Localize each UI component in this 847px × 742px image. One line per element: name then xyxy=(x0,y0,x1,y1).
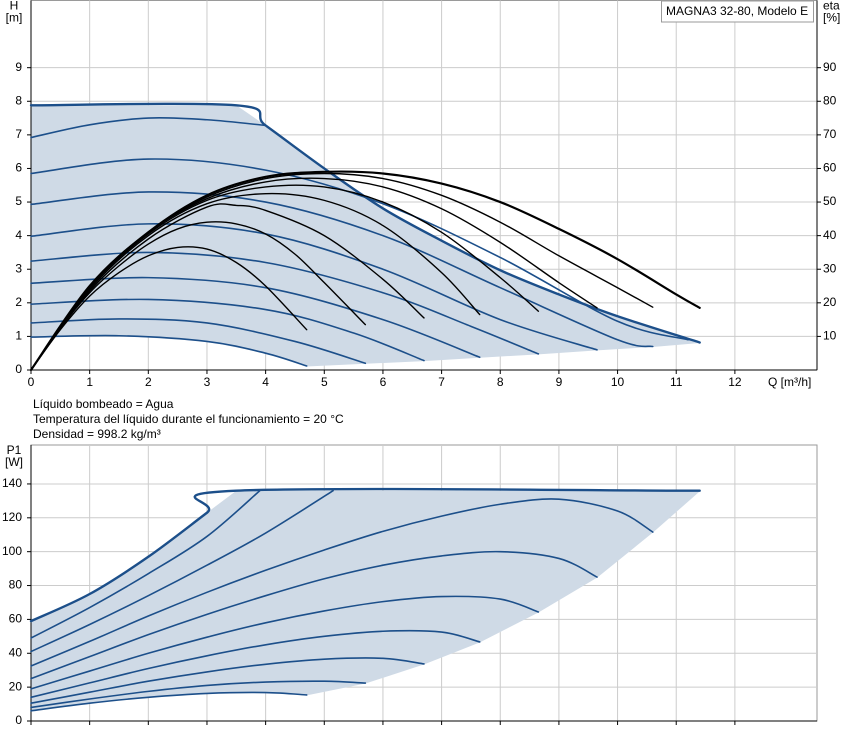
y-tick-label: 120 xyxy=(2,510,22,524)
performance-curve xyxy=(30,489,334,653)
y-tick-label: 3 xyxy=(15,261,22,275)
y2-tick-label: 80 xyxy=(823,93,837,107)
y-tick-label: 140 xyxy=(2,476,22,490)
y-tick-label: 80 xyxy=(9,578,23,592)
performance-curve xyxy=(30,334,308,367)
y2-tick-label: 40 xyxy=(823,228,837,242)
performance-curve xyxy=(30,550,598,680)
y-tick-label: 0 xyxy=(15,362,22,376)
efficiency-curve xyxy=(30,184,540,371)
performance-curve xyxy=(30,298,425,362)
y2-axis-unit: [%] xyxy=(823,11,840,25)
efficiency-curve xyxy=(29,170,701,372)
x-tick-label: 9 xyxy=(556,375,563,389)
x-tick-label: 2 xyxy=(145,375,152,389)
y-tick-label: 4 xyxy=(15,228,22,242)
x-tick-label: 10 xyxy=(611,375,625,389)
area-boundary xyxy=(306,490,701,696)
y-tick-label: 7 xyxy=(15,127,22,141)
performance-curve xyxy=(30,595,540,690)
x-tick-label: 8 xyxy=(497,375,504,389)
y-tick-label: 100 xyxy=(2,544,22,558)
y2-tick-label: 30 xyxy=(823,261,837,275)
x-axis-label: Q [m³/h] xyxy=(768,375,811,389)
y2-tick-label: 90 xyxy=(823,60,837,74)
y2-axis-label: eta xyxy=(823,0,840,13)
chart: 0 20 40 60 80 100 120 140 P1[W] xyxy=(2,443,818,727)
operating-area xyxy=(31,490,700,711)
performance-curve xyxy=(30,318,367,365)
performance-curve xyxy=(30,691,308,712)
x-tick-label: 5 xyxy=(321,375,328,389)
efficiency-curve xyxy=(30,221,367,371)
y2-tick-label: 70 xyxy=(823,127,837,141)
note: Temperatura del líquido durante el funci… xyxy=(33,412,344,426)
performance-curve xyxy=(30,158,689,341)
annotation-box xyxy=(661,0,814,23)
performance-curve xyxy=(30,117,267,139)
performance-curve xyxy=(29,487,701,623)
performance-curve xyxy=(30,657,425,705)
y-tick-label: 1 xyxy=(15,329,22,343)
y-tick-label: 8 xyxy=(15,93,22,107)
y-tick-label: 40 xyxy=(9,645,23,659)
annotation: MAGNA3 32-80, Modelo E xyxy=(666,4,808,18)
efficiency-curve xyxy=(30,246,308,371)
efficiency-curve xyxy=(30,203,425,371)
performance-curve xyxy=(30,629,481,699)
chart: 0 1 2 3 4 5 6 7 8 9 10 11 12012345678910203040506070… xyxy=(6,0,840,389)
y-tick-label: 5 xyxy=(15,194,22,208)
x-tick-label: 12 xyxy=(728,375,742,389)
x-tick-label: 0 xyxy=(28,375,35,389)
x-tick-label: 11 xyxy=(670,375,683,389)
x-tick-label: 7 xyxy=(438,375,445,389)
performance-curve xyxy=(30,251,540,355)
y-axis-label: H xyxy=(10,0,19,13)
y-axis-label: P1 xyxy=(7,443,22,457)
y-axis-unit: [m] xyxy=(6,11,23,25)
y-tick-label: 2 xyxy=(15,295,22,309)
performance-curve xyxy=(30,498,654,667)
y-tick-label: 20 xyxy=(9,679,23,693)
x-tick-label: 4 xyxy=(262,375,269,389)
y-tick-label: 6 xyxy=(15,161,22,175)
performance-curve xyxy=(30,191,654,348)
note: Densidad = 998.2 kg/m³ xyxy=(33,427,161,441)
performance-curve xyxy=(30,489,261,639)
y2-tick-label: 50 xyxy=(823,194,837,208)
operating-area xyxy=(31,105,700,366)
efficiency-curve xyxy=(30,192,481,371)
y-tick-label: 0 xyxy=(15,713,22,727)
note: Líquido bombeado = Agua xyxy=(33,397,174,411)
y-tick-label: 60 xyxy=(9,612,23,626)
performance-curve xyxy=(30,680,367,709)
y2-tick-label: 20 xyxy=(823,295,837,309)
performance-curve xyxy=(30,223,598,351)
x-tick-label: 1 xyxy=(86,375,93,389)
y-tick-label: 9 xyxy=(15,60,22,74)
y2-tick-label: 10 xyxy=(823,329,837,343)
x-tick-label: 3 xyxy=(204,375,211,389)
x-tick-label: 6 xyxy=(380,375,387,389)
y-axis-unit: [W] xyxy=(5,455,23,469)
y2-tick-label: 60 xyxy=(823,161,837,175)
